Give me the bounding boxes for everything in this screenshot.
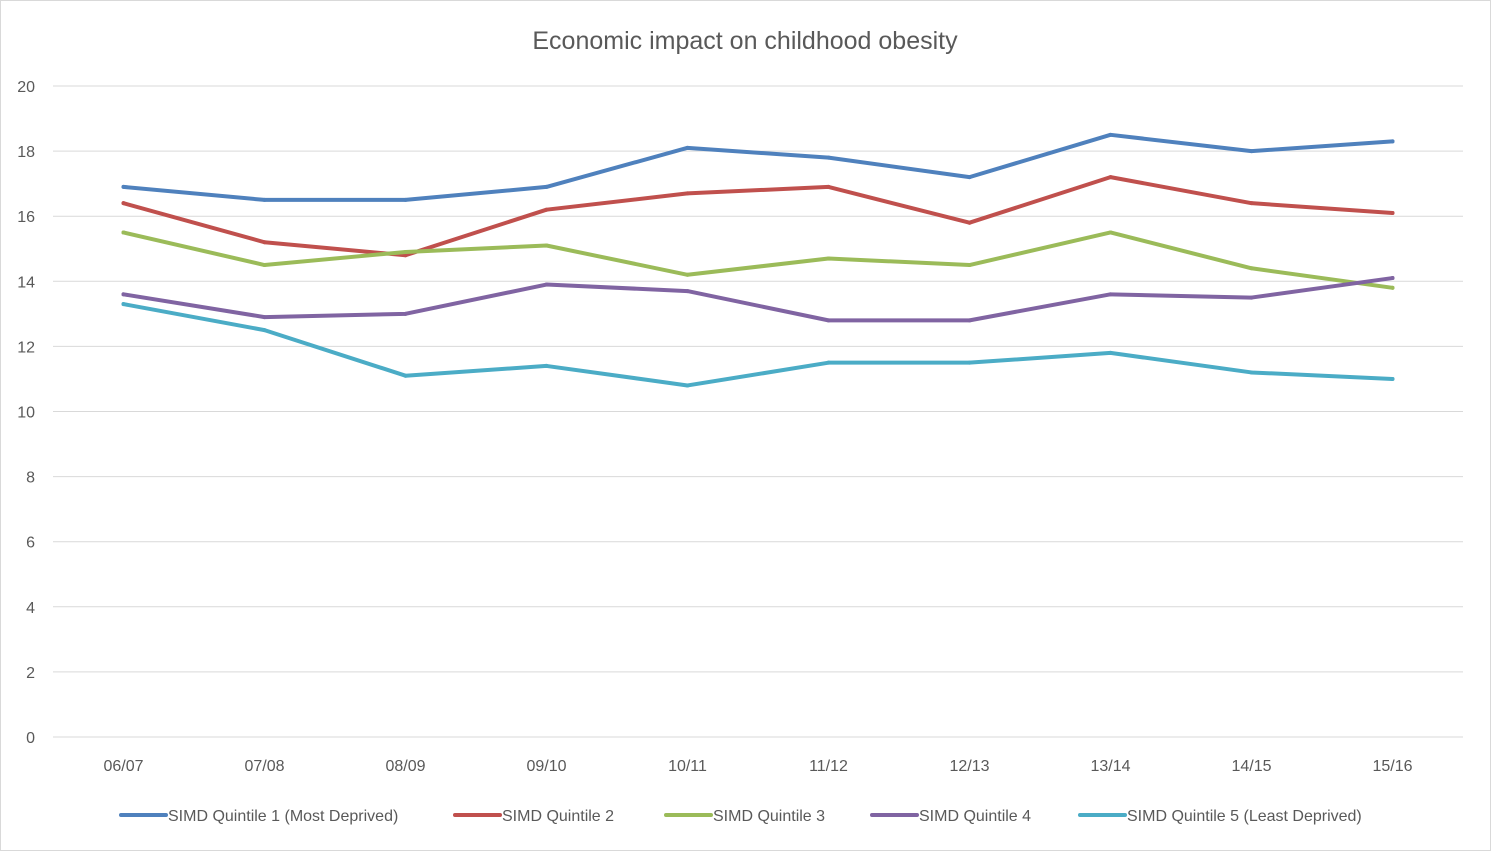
data-point bbox=[544, 207, 549, 212]
data-point bbox=[262, 197, 267, 202]
data-point bbox=[262, 263, 267, 268]
data-point bbox=[262, 315, 267, 320]
x-tick-label: 15/16 bbox=[1372, 758, 1412, 775]
data-point bbox=[826, 184, 831, 189]
data-point bbox=[544, 282, 549, 287]
gridlines bbox=[53, 85, 1463, 738]
legend: SIMD Quintile 1 (Most Deprived) SIMD Quin… bbox=[119, 808, 1362, 825]
data-point bbox=[1108, 350, 1113, 355]
data-point bbox=[262, 328, 267, 333]
data-point bbox=[685, 383, 690, 388]
data-point bbox=[685, 191, 690, 196]
data-point bbox=[967, 220, 972, 225]
chart-title: Economic impact on childhood obesity bbox=[532, 27, 958, 55]
x-axis-ticks: 06/07 07/08 08/09 09/10 10/11 11/12 12/13 13/14… bbox=[103, 758, 1412, 775]
data-point bbox=[121, 302, 126, 307]
data-point bbox=[1390, 285, 1395, 290]
data-point bbox=[1390, 210, 1395, 215]
x-tick-label: 11/12 bbox=[809, 758, 848, 775]
data-point bbox=[685, 272, 690, 277]
data-point bbox=[1249, 201, 1254, 206]
y-tick-label: 0 bbox=[26, 730, 35, 747]
data-point bbox=[826, 155, 831, 160]
data-point bbox=[403, 311, 408, 316]
x-tick-label: 08/09 bbox=[385, 758, 425, 775]
y-tick-label: 16 bbox=[17, 209, 35, 226]
data-point bbox=[544, 243, 549, 248]
y-tick-label: 6 bbox=[26, 535, 35, 552]
data-point bbox=[262, 240, 267, 245]
data-point bbox=[544, 363, 549, 368]
series-lines bbox=[121, 132, 1395, 388]
y-tick-label: 10 bbox=[17, 405, 35, 422]
legend-label: SIMD Quintile 3 bbox=[713, 808, 825, 825]
data-point bbox=[1249, 295, 1254, 300]
x-tick-label: 06/07 bbox=[103, 758, 143, 775]
data-point bbox=[544, 184, 549, 189]
series-line-1 bbox=[121, 132, 1395, 202]
data-point bbox=[403, 197, 408, 202]
data-point bbox=[685, 145, 690, 150]
y-tick-label: 20 bbox=[17, 79, 35, 96]
data-point bbox=[1108, 175, 1113, 180]
data-point bbox=[826, 318, 831, 323]
x-tick-label: 12/13 bbox=[949, 758, 989, 775]
legend-label: SIMD Quintile 2 bbox=[502, 808, 614, 825]
x-tick-label: 10/11 bbox=[668, 758, 707, 775]
y-tick-label: 4 bbox=[26, 600, 35, 617]
x-tick-label: 09/10 bbox=[526, 758, 566, 775]
data-point bbox=[121, 184, 126, 189]
x-tick-label: 13/14 bbox=[1090, 758, 1130, 775]
series-line-2 bbox=[121, 175, 1395, 258]
data-point bbox=[685, 289, 690, 294]
x-tick-label: 14/15 bbox=[1231, 758, 1271, 775]
data-point bbox=[826, 256, 831, 261]
y-axis-ticks: 0 2 4 6 8 10 12 14 16 18 20 bbox=[17, 79, 35, 747]
data-point bbox=[1108, 132, 1113, 137]
series-line-5 bbox=[121, 302, 1395, 388]
data-point bbox=[826, 360, 831, 365]
legend-label: SIMD Quintile 5 (Least Deprived) bbox=[1127, 808, 1362, 825]
data-point bbox=[403, 373, 408, 378]
data-point bbox=[1108, 292, 1113, 297]
data-point bbox=[121, 292, 126, 297]
y-tick-label: 12 bbox=[17, 339, 35, 356]
data-point bbox=[1249, 149, 1254, 154]
data-point bbox=[967, 263, 972, 268]
data-point bbox=[1390, 376, 1395, 381]
y-tick-label: 8 bbox=[26, 470, 35, 487]
data-point bbox=[1108, 230, 1113, 235]
data-point bbox=[121, 201, 126, 206]
legend-label: SIMD Quintile 1 (Most Deprived) bbox=[168, 808, 398, 825]
x-tick-label: 07/08 bbox=[244, 758, 284, 775]
series-line-4 bbox=[121, 276, 1395, 323]
y-tick-label: 14 bbox=[17, 274, 35, 291]
data-point bbox=[403, 253, 408, 258]
data-point bbox=[967, 318, 972, 323]
series-line-3 bbox=[121, 230, 1395, 290]
data-point bbox=[967, 175, 972, 180]
data-point bbox=[1390, 139, 1395, 144]
data-point bbox=[1249, 266, 1254, 271]
data-point bbox=[403, 250, 408, 255]
data-point bbox=[1390, 276, 1395, 281]
data-point bbox=[1249, 370, 1254, 375]
data-point bbox=[967, 360, 972, 365]
data-point bbox=[121, 230, 126, 235]
y-tick-label: 2 bbox=[26, 665, 35, 682]
legend-label: SIMD Quintile 4 bbox=[919, 808, 1031, 825]
y-tick-label: 18 bbox=[17, 144, 35, 161]
